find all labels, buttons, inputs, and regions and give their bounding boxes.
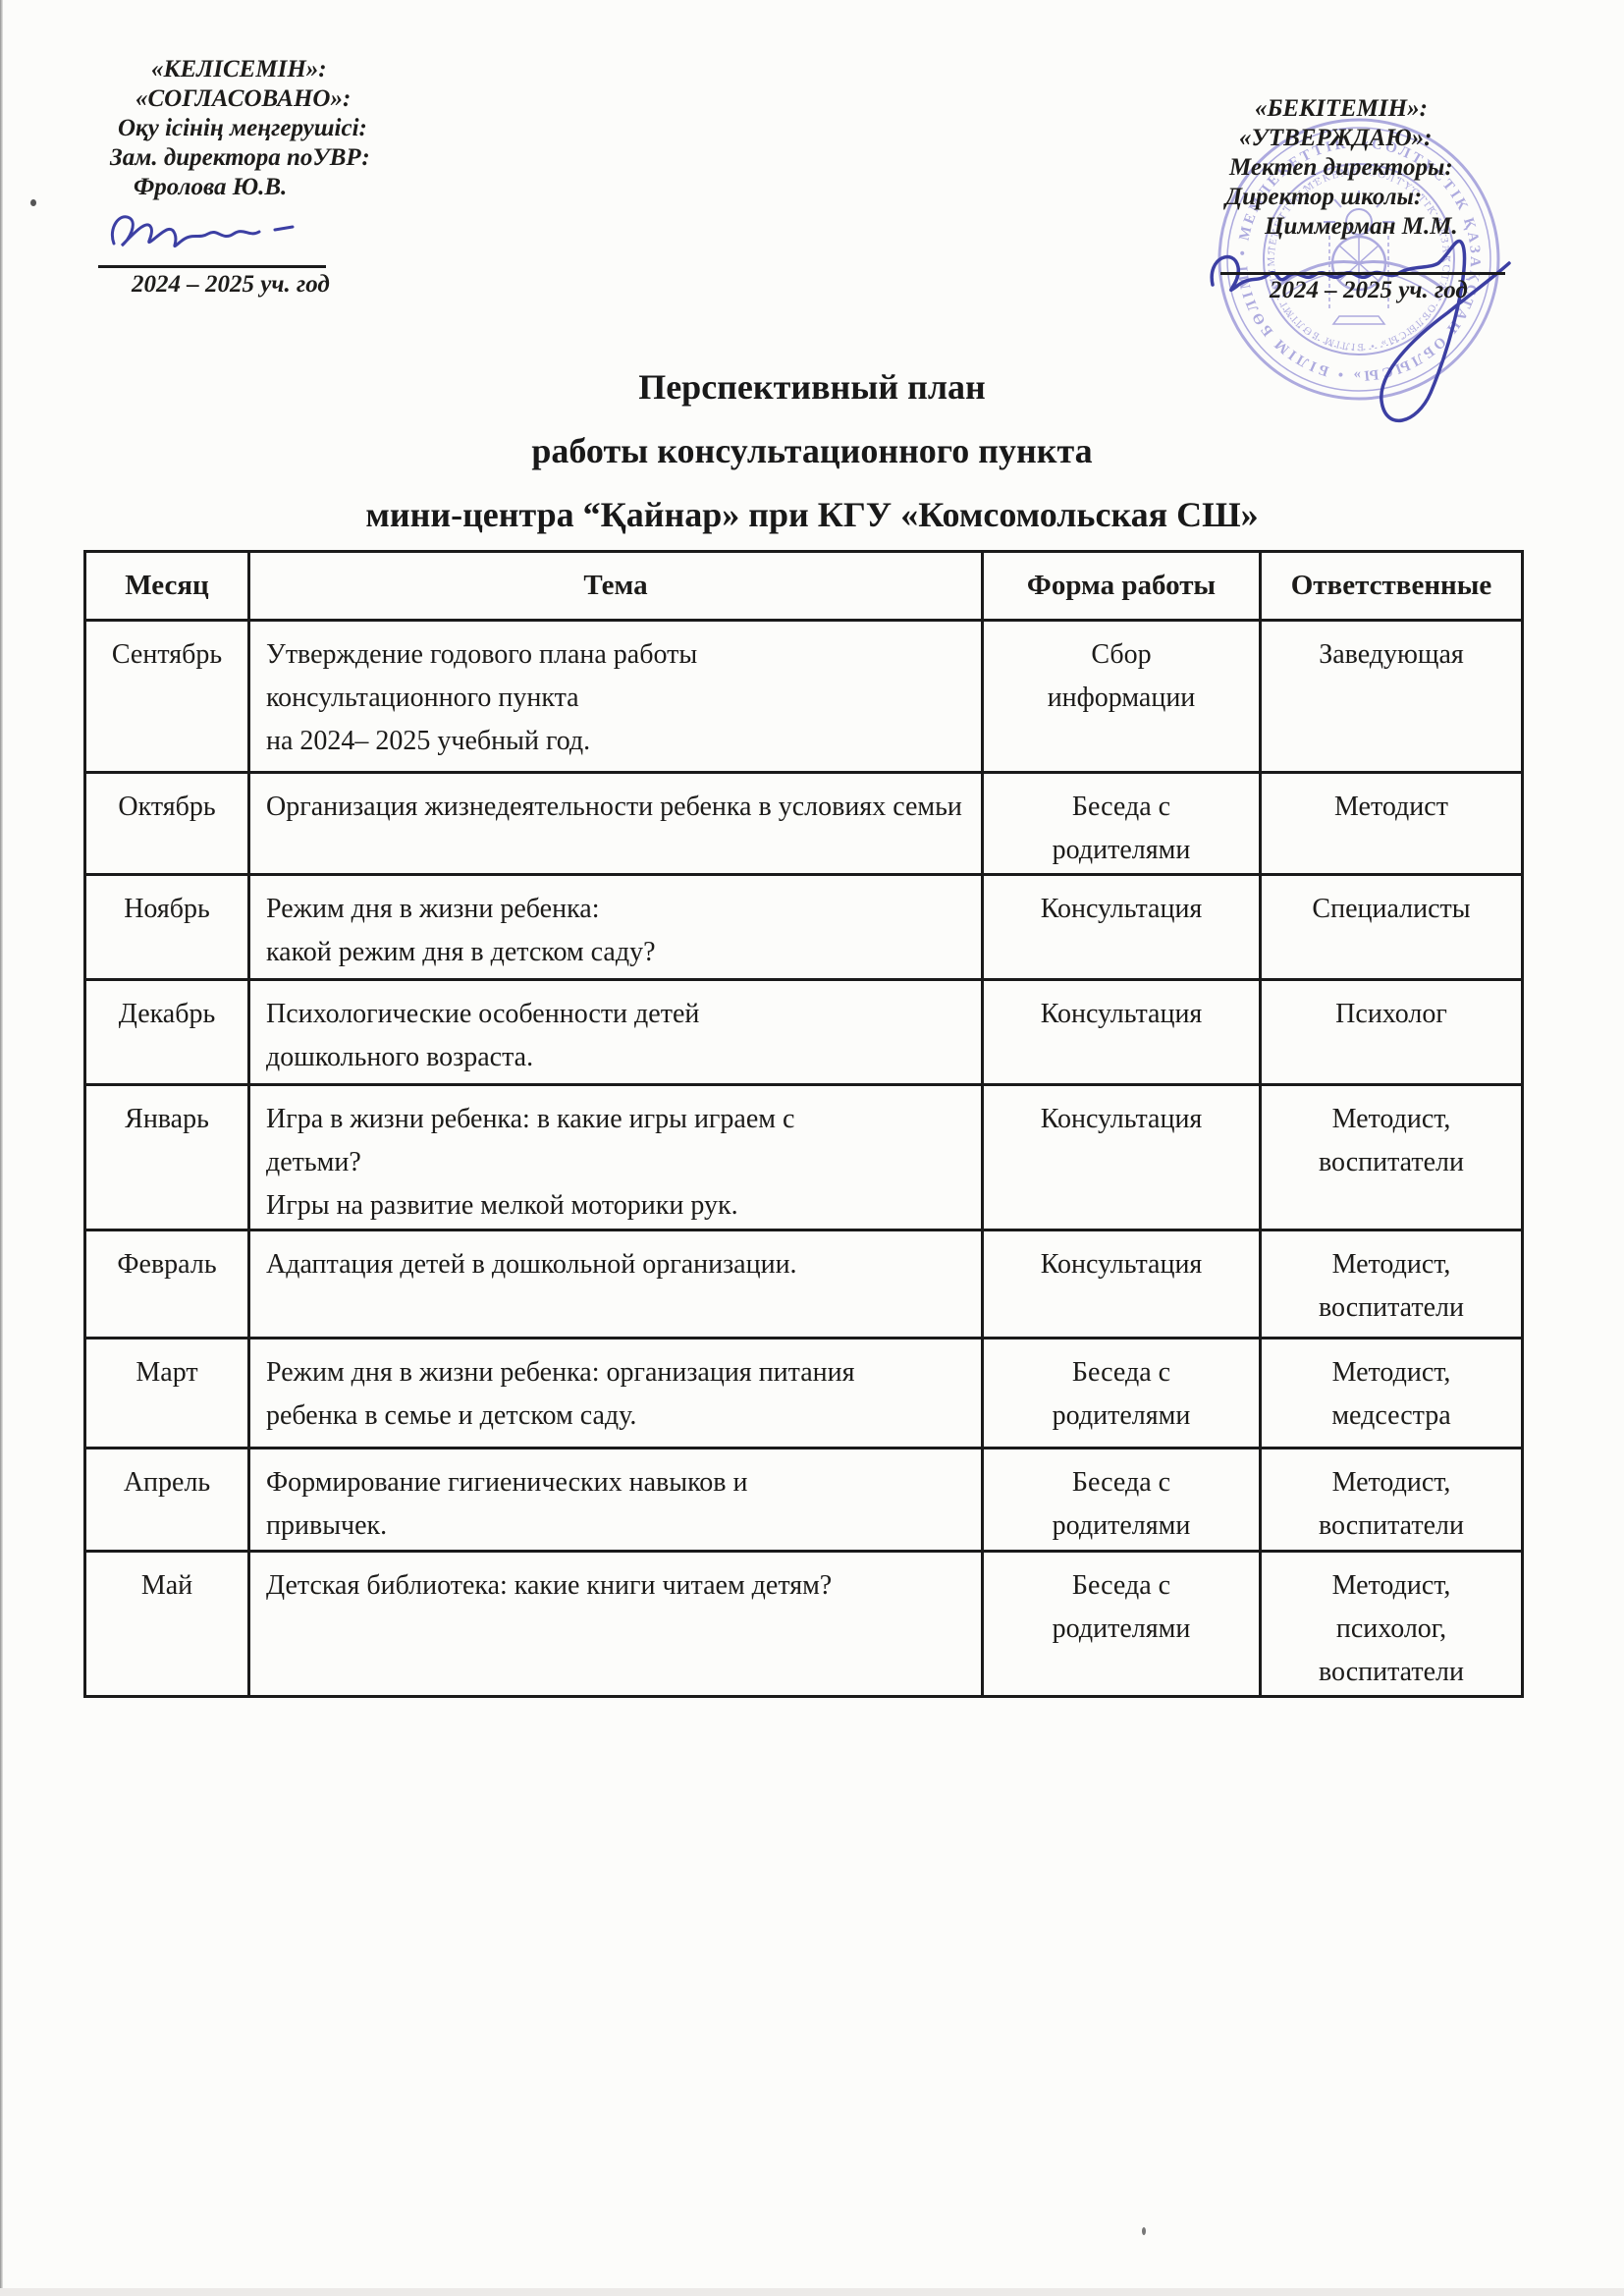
- school-year-left: 2024 – 2025 уч. год: [132, 271, 330, 298]
- document-title: Перспективный план работы консультационн…: [0, 355, 1624, 547]
- approval-right-role-kaz: Мектеп директоры:: [1229, 154, 1453, 181]
- school-year-right: 2024 – 2025 уч. год: [1270, 277, 1468, 303]
- column-header: Ответственные: [1259, 550, 1524, 622]
- form-cell: Консультация: [981, 1083, 1262, 1231]
- month-cell: Сентябрь: [83, 619, 250, 774]
- responsible-cell: Методист, воспитатели: [1259, 1447, 1524, 1553]
- month-cell: Май: [83, 1550, 250, 1698]
- responsible-cell: Заведующая: [1259, 619, 1524, 774]
- approval-right-name: Циммерман М.М.: [1265, 213, 1458, 240]
- topic-cell: Игра в жизни ребенка: в какие игры играе…: [247, 1083, 984, 1231]
- signature-frolova: [111, 215, 295, 247]
- form-cell: Консультация: [981, 873, 1262, 981]
- plan-table-header-row: Месяц Тема Форма работы Ответственные: [83, 550, 1524, 622]
- scan-edge: [0, 0, 3, 2296]
- approval-right-kaz-title: «БЕКІТЕМІН»:: [1255, 95, 1428, 122]
- table-row: Апрель Формирование гигиенических навыков…: [83, 1447, 1524, 1553]
- form-cell: Беседа с родителями: [981, 1337, 1262, 1449]
- scan-speck: [30, 199, 36, 206]
- approval-block-left: «КЕЛІСЕМІН»: «СОГЛАСОВАНО»: Оқу ісінің м…: [106, 55, 430, 202]
- approval-left-kaz-title: «КЕЛІСЕМІН»:: [151, 56, 327, 82]
- month-cell: Декабрь: [83, 978, 250, 1086]
- month-cell: Февраль: [83, 1229, 250, 1339]
- topic-cell: Адаптация детей в дошкольной организации…: [247, 1229, 984, 1339]
- form-cell: Консультация: [981, 1229, 1262, 1339]
- responsible-cell: Методист, воспитатели: [1259, 1083, 1524, 1231]
- approval-left-role-kaz: Оқу ісінің меңгерушісі:: [118, 115, 367, 141]
- approval-left-role-rus: Зам. директора поУВР:: [110, 144, 370, 171]
- month-cell: Октябрь: [83, 771, 250, 876]
- signature-line-left: [98, 265, 326, 268]
- title-line-1: Перспективный план: [638, 367, 986, 407]
- responsible-cell: Специалисты: [1259, 873, 1524, 981]
- approval-right-rus-title: «УТВЕРЖДАЮ»:: [1239, 125, 1433, 151]
- plan-table-body: Сентябрь Утверждение годового плана работ…: [83, 619, 1524, 1698]
- table-row: Ноябрь Режим дня в жизни ребенка: какой р…: [83, 873, 1524, 981]
- form-cell: Консультация: [981, 978, 1262, 1086]
- table-row: Март Режим дня в жизни ребенка: организац…: [83, 1337, 1524, 1449]
- approval-left-rus-title: «СОГЛАСОВАНО»:: [135, 85, 352, 112]
- form-cell: Беседа с родителями: [981, 1447, 1262, 1553]
- responsible-cell: Методист: [1259, 771, 1524, 876]
- topic-cell: Психологические особенности детей дошкол…: [247, 978, 984, 1086]
- topic-cell: Режим дня в жизни ребенка: организация п…: [247, 1337, 984, 1449]
- month-cell: Апрель: [83, 1447, 250, 1553]
- title-line-2: работы консультационного пункта: [531, 431, 1093, 470]
- responsible-cell: Методист, психолог, воспитатели: [1259, 1550, 1524, 1698]
- table-row: Сентябрь Утверждение годового плана работ…: [83, 619, 1524, 774]
- table-row: Январь Игра в жизни ребенка: в какие игры…: [83, 1083, 1524, 1231]
- responsible-cell: Методист, воспитатели: [1259, 1229, 1524, 1339]
- signature-line-right: [1220, 272, 1505, 275]
- table-row: Май Детская библиотека: какие книги читае…: [83, 1550, 1524, 1698]
- table-row: Декабрь Психологические особенности детей…: [83, 978, 1524, 1086]
- plan-table: Месяц Тема Форма работы Ответственные Сентя…: [83, 550, 1524, 1698]
- scan-edge-bottom: [0, 2288, 1624, 2296]
- topic-cell: Утверждение годового плана работы консул…: [247, 619, 984, 774]
- table-row: Октябрь Организация жизнедеятельности реб…: [83, 771, 1524, 876]
- form-cell: Сбор информации: [981, 619, 1262, 774]
- approval-left-name: Фролова Ю.В.: [134, 174, 288, 200]
- form-cell: Беседа с родителями: [981, 771, 1262, 876]
- responsible-cell: Методист, медсестра: [1259, 1337, 1524, 1449]
- month-cell: Ноябрь: [83, 873, 250, 981]
- table-row: Февраль Адаптация детей в дошкольной орга…: [83, 1229, 1524, 1339]
- responsible-cell: Психолог: [1259, 978, 1524, 1086]
- month-cell: Январь: [83, 1083, 250, 1231]
- column-header: Месяц: [83, 550, 250, 622]
- topic-cell: Формирование гигиенических навыков и при…: [247, 1447, 984, 1553]
- approval-block-right: «БЕКІТЕМІН»: «УТВЕРЖДАЮ»: Мектеп директо…: [1216, 94, 1530, 242]
- title-line-3: мини-центра “Қайнар» при КГУ «Комсомольс…: [365, 495, 1259, 534]
- month-cell: Март: [83, 1337, 250, 1449]
- column-header: Тема: [247, 550, 984, 622]
- topic-cell: Режим дня в жизни ребенка: какой режим д…: [247, 873, 984, 981]
- column-header: Форма работы: [981, 550, 1262, 622]
- topic-cell: Детская библиотека: какие книги читаем д…: [247, 1550, 984, 1698]
- topic-cell: Организация жизнедеятельности ребенка в …: [247, 771, 984, 876]
- approval-right-role-rus: Директор школы:: [1225, 184, 1423, 210]
- scan-speck: [1142, 2227, 1146, 2235]
- form-cell: Беседа с родителями: [981, 1550, 1262, 1698]
